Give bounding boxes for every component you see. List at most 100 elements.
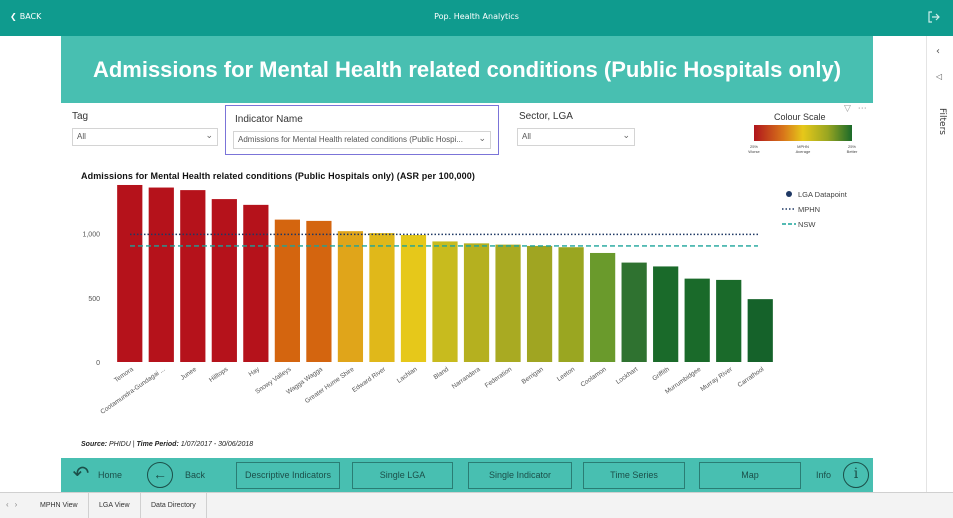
chart-title: Admissions for Mental Health related con… [81,171,475,181]
single-indicator-button[interactable]: Single Indicator [468,462,572,489]
back-link[interactable]: ❮ BACK [10,12,41,21]
x-tick-label: Narrandera [451,366,482,391]
top-bar: ❮ BACK Pop. Health Analytics [0,0,953,36]
chevron-left-icon[interactable]: ‹ [936,46,940,57]
bar-griffith [653,266,679,362]
indicator-slicer: Indicator Name Admissions for Mental Hea… [225,105,499,155]
source-label: Source: [81,441,108,448]
indicator-dropdown-value: Admissions for Mental Health related con… [238,135,463,144]
sector-slicer: Sector, LGA All ⌄ [517,109,641,149]
bar-berrigan [526,245,553,362]
bar-leeton [558,247,584,362]
x-tick-label: Federation [484,366,514,390]
bar-murray-river [716,279,742,362]
x-tick-label: Griffith [651,366,671,383]
colour-scale-gradient [754,125,852,141]
x-tick-label: Lockhart [615,366,640,386]
source-value: PHIDU [109,441,131,448]
map-button[interactable]: Map [699,462,801,489]
tab-mphn-view[interactable]: MPHN View [30,493,89,518]
tag-slicer-label: Tag [72,111,89,122]
legend-label: LGA Datapoint [798,190,848,199]
exit-icon[interactable] [927,10,941,24]
colour-scale-tick-worse: 25% Worse [748,144,760,154]
tab-data-directory[interactable]: Data Directory [141,493,207,518]
filters-pane[interactable]: ‹ ◁ Filters [926,36,953,492]
single-lga-button[interactable]: Single LGA [352,462,453,489]
sector-dropdown-value: All [522,132,531,141]
chevron-down-icon: ⌄ [478,133,486,143]
bar-narrandera [463,243,490,362]
sector-slicer-label: Sector, LGA [519,111,573,122]
colour-scale-legend: Colour Scale 25% Worse MPHN Average 25% … [748,106,864,158]
time-series-button[interactable]: Time Series [583,462,685,489]
bar-lachlan [400,235,427,362]
tag-dropdown-value: All [77,132,86,141]
y-tick-label: 0 [96,360,100,367]
back-button[interactable]: Back [185,470,206,480]
back-arrow-icon[interactable]: ← [147,462,173,488]
filter-icon: ◁ [936,72,943,81]
chevron-down-icon: ⌄ [622,130,630,140]
indicator-dropdown[interactable]: Admissions for Mental Health related con… [233,131,491,149]
page-title-banner: Admissions for Mental Health related con… [61,36,873,103]
bar-wagga-wagga [306,220,332,362]
x-tick-label: Temora [113,366,135,384]
info-button[interactable]: Info [816,470,832,480]
tag-slicer: Tag All ⌄ [72,109,222,149]
bar-murrumbidgee [684,278,710,362]
bar-greater-hume-shire [337,231,364,362]
x-tick-label: Bland [433,366,451,381]
indicator-slicer-label: Indicator Name [235,114,303,125]
legend-label: MPHN [798,205,820,214]
period-value: 1/07/2017 - 30/06/2018 [180,441,254,448]
bottom-navigation: ↶ Home ← Back Descriptive Indicators Sin… [61,458,873,492]
filter-icon[interactable]: ▽ [844,104,851,114]
more-options-icon[interactable]: ⋯ [857,104,867,114]
bar-edward-river [369,233,395,362]
legend-label: NSW [798,220,816,229]
x-tick-label: Hay [248,365,262,378]
legend-marker-lga-datapoint [786,191,792,197]
x-tick-label: Murray River [699,365,734,393]
filters-label[interactable]: Filters [937,108,947,135]
bar-snowy-valleys [274,219,300,362]
y-tick-label: 500 [88,296,100,303]
x-tick-label: Coolamon [579,366,608,389]
page-tab-bar: ‹› MPHN View LGA View Data Directory [0,492,953,518]
x-tick-label: Leeton [556,366,577,383]
bar-lockhart [621,262,647,362]
home-icon[interactable]: ↶ [72,463,90,485]
bar-cootamundra-gundagai [148,187,174,362]
x-tick-label: Berrigan [521,366,545,386]
back-label: BACK [19,12,42,21]
chevron-down-icon: ⌄ [205,130,213,140]
sector-dropdown[interactable]: All ⌄ [517,128,635,146]
chevron-left-icon: ❮ [10,12,17,21]
bar-coolamon [590,252,616,362]
bar-temora [117,184,143,362]
visual-header-icons: ▽ ⋯ [844,104,867,114]
x-tick-label: Hilltops [208,365,230,383]
bar-bland [432,241,458,362]
colour-scale-tick-average: MPHN Average [795,144,811,154]
tag-dropdown[interactable]: All ⌄ [72,128,218,146]
descriptive-indicators-button[interactable]: Descriptive Indicators [236,462,340,489]
x-tick-label: Edward River [351,365,388,394]
bar-junee [180,190,206,362]
bar-federation [495,244,521,362]
tab-scroll-arrows[interactable]: ‹› [6,500,24,509]
bar-hay [243,204,269,362]
x-tick-label: Lachlan [396,366,419,385]
bar-hilltops [211,199,237,362]
app-title: Pop. Health Analytics [434,12,519,21]
x-tick-label: Carrathool [737,366,766,389]
period-label: Time Period: [136,441,179,448]
x-tick-label: Cootamundra-Gundagai ... [99,366,166,416]
colour-scale-tick-better: 25% Better [846,144,858,154]
home-button[interactable]: Home [98,470,123,480]
report-canvas: Admissions for Mental Health related con… [6,36,926,492]
tab-lga-view[interactable]: LGA View [89,493,141,518]
info-icon[interactable]: i [843,462,869,488]
